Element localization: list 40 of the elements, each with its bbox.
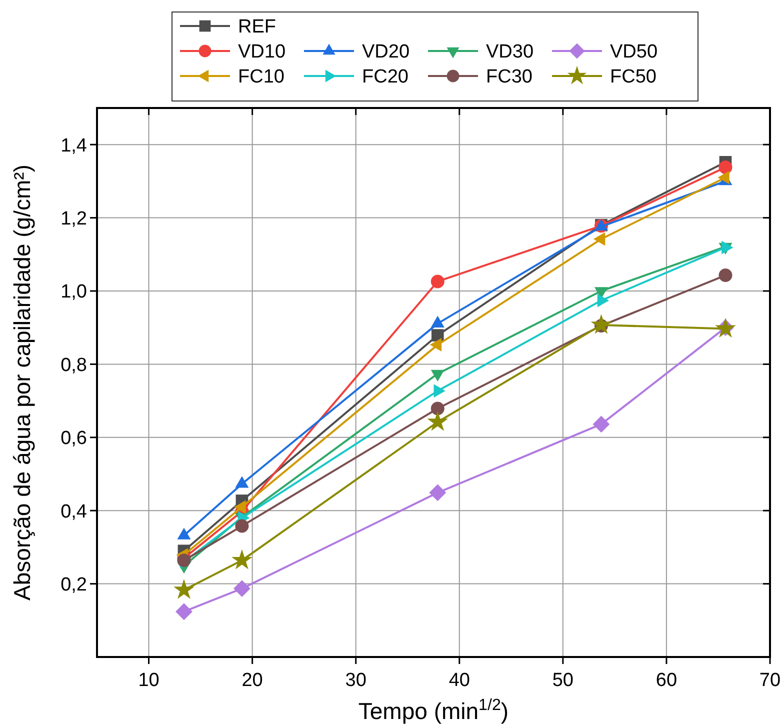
point bbox=[232, 549, 252, 570]
point bbox=[430, 274, 444, 288]
point bbox=[718, 268, 732, 282]
x-axis-title: Tempo (min$^{1/2}$) bbox=[358, 696, 509, 724]
point bbox=[718, 160, 732, 174]
point bbox=[429, 484, 446, 502]
y-tick-label: 1,4 bbox=[60, 135, 88, 156]
point bbox=[431, 329, 444, 342]
x-tick-label: 40 bbox=[448, 670, 470, 691]
y-axis-title: Absorção de água por capilaridade (g/cm²) bbox=[9, 164, 35, 600]
x-tick-label: 60 bbox=[656, 670, 678, 691]
point bbox=[234, 580, 250, 598]
legend-label: VD30 bbox=[486, 42, 534, 63]
legend-label: VD50 bbox=[610, 42, 658, 63]
point bbox=[235, 519, 249, 533]
point bbox=[592, 416, 610, 433]
point bbox=[430, 402, 444, 416]
legend-label: VD20 bbox=[362, 42, 410, 63]
point bbox=[174, 579, 194, 599]
y-tick-label: 0,4 bbox=[60, 501, 88, 522]
x-tick-label: 10 bbox=[138, 670, 160, 691]
legend-label: FC50 bbox=[610, 66, 656, 88]
x-tick-label: 50 bbox=[552, 670, 574, 691]
y-tick-label: 0,2 bbox=[60, 574, 87, 596]
point bbox=[176, 603, 192, 620]
x-tick-label: 30 bbox=[345, 670, 366, 691]
point bbox=[590, 314, 612, 334]
point bbox=[177, 554, 191, 568]
y-tick-label: 0,6 bbox=[60, 428, 87, 450]
x-tick-label: 20 bbox=[242, 670, 263, 691]
x-tick-label: 70 bbox=[759, 670, 781, 691]
legend-label: REF bbox=[238, 16, 276, 38]
point bbox=[427, 411, 448, 431]
legend-label: FC30 bbox=[486, 66, 532, 88]
legend-label: FC20 bbox=[362, 66, 408, 88]
y-tick-label: 0,8 bbox=[60, 354, 87, 376]
y-tick-label: 1,0 bbox=[60, 282, 87, 303]
legend-label: FC10 bbox=[238, 66, 284, 88]
y-tick-label: 1,2 bbox=[60, 208, 87, 230]
legend-label: VD10 bbox=[238, 42, 286, 63]
